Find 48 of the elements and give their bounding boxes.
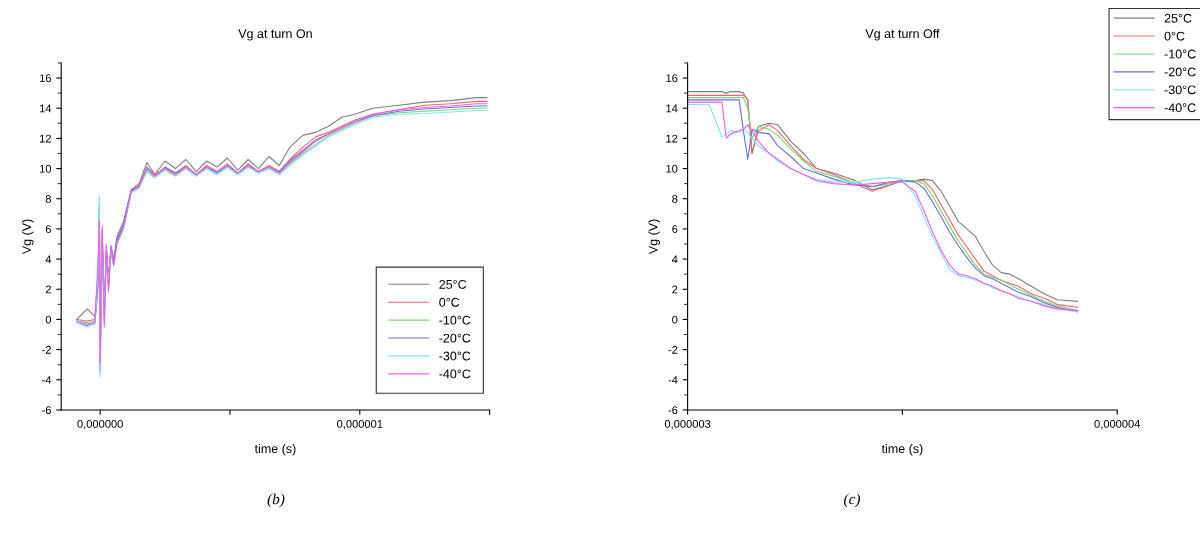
x-axis-title: time (s) (254, 443, 296, 456)
legend-label: -10°C (439, 315, 471, 325)
y-tick-label: 8 (45, 195, 51, 203)
legend-label: 25°C (1164, 13, 1192, 23)
y-tick-label: 4 (671, 255, 678, 264)
text: (c) (844, 493, 861, 508)
legend-label: -20°C (439, 333, 471, 343)
x-tick-label: 0,000000 (77, 419, 123, 430)
y-tick-label: -2 (42, 345, 51, 354)
x-tick-label: 0,000004 (1094, 419, 1141, 430)
chart-title: Vg at turn On (238, 29, 312, 41)
y-tick-label: -6 (42, 406, 51, 415)
legend-label: -10°C (1164, 49, 1196, 59)
legend-label: -40°C (1164, 103, 1196, 113)
y-tick-label: 16 (39, 74, 51, 83)
y-tick-label: 8 (672, 195, 678, 203)
y-tick-label: 6 (45, 225, 51, 234)
legend-label: 0°C (1164, 31, 1185, 41)
legend-label: -20°C (1164, 67, 1196, 77)
y-tick-label: 6 (672, 225, 678, 234)
x-tick-label: 0,000001 (337, 419, 383, 430)
text: (b) (267, 493, 285, 508)
y-tick-label: 0 (45, 315, 52, 324)
y-tick-label: 4 (45, 255, 52, 264)
y-tick-label: -4 (668, 376, 678, 384)
y-tick-label: 12 (39, 134, 51, 143)
y-tick-label: 10 (666, 164, 678, 173)
chart-title: Vg at turn Off (865, 28, 940, 41)
y-tick-label: 14 (39, 104, 52, 113)
y-tick-label: -6 (668, 406, 678, 415)
y-tick-label: 2 (672, 285, 678, 294)
y-tick-label: 0 (672, 315, 678, 324)
y-tick-label: 12 (666, 134, 678, 143)
legend-label: 0°C (439, 297, 460, 307)
y-tick-label: 14 (666, 104, 678, 113)
x-tick-label: 0,000003 (664, 419, 711, 430)
y-tick-label: -2 (668, 345, 678, 354)
y-tick-label: 10 (39, 164, 52, 173)
y-axis-title: Vg (V) (648, 219, 660, 255)
legend-label: -40°C (439, 369, 471, 379)
legend-label: 25°C (439, 279, 467, 289)
x-axis-title: time (s) (881, 443, 923, 456)
legend-label: -30°C (439, 351, 471, 361)
y-tick-label: 2 (45, 285, 51, 294)
legend-label: -30°C (1164, 85, 1196, 95)
y-tick-label: -4 (42, 376, 52, 384)
y-axis-title: Vg (V) (21, 219, 34, 255)
y-tick-label: 16 (666, 74, 678, 83)
